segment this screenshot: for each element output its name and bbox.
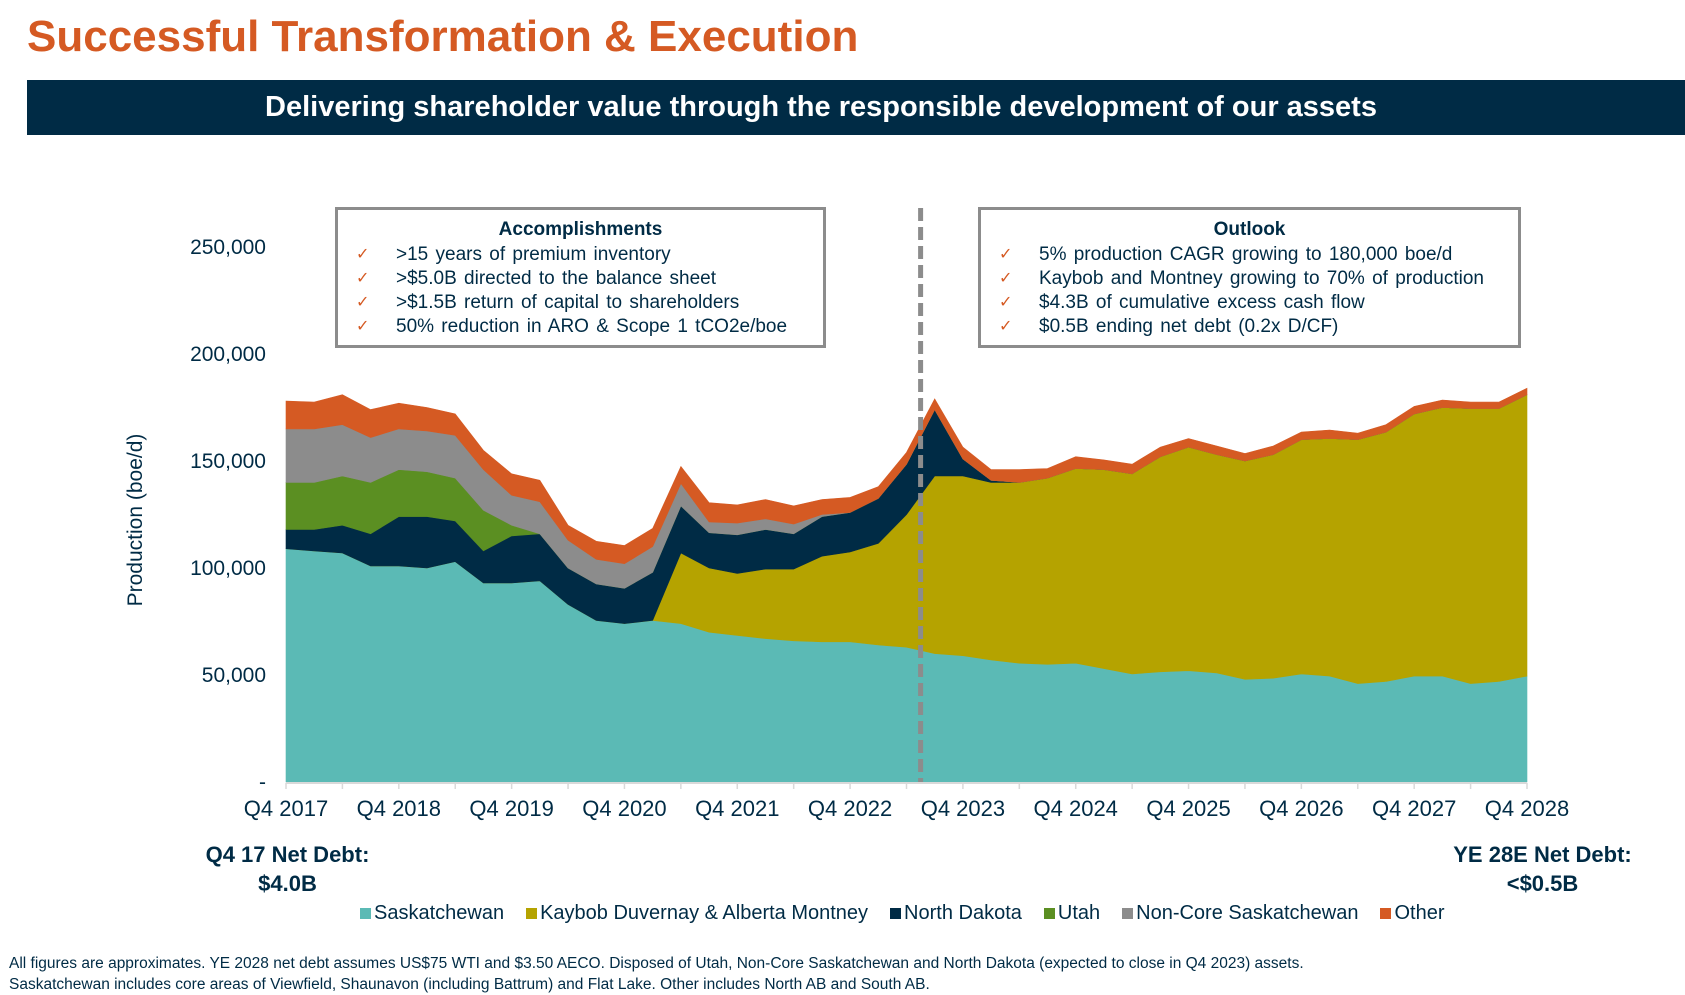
outlook-item: ✓ Kaybob and Montney growing to 70% of pr…: [981, 267, 1518, 291]
check-icon: ✓: [999, 294, 1013, 311]
legend-item: Kaybob Duvernay & Alberta Montney: [526, 902, 868, 925]
legend-label: Other: [1394, 902, 1445, 924]
accomplishments-item-text: >$5.0B directed to the balance sheet: [396, 268, 717, 289]
check-icon: ✓: [356, 318, 370, 335]
legend-swatch: [1043, 908, 1055, 919]
x-tick-label: Q4 2019: [469, 796, 553, 821]
y-tick-label: 250,000: [190, 236, 266, 259]
outlook-item: ✓ $4.3B of cumulative excess cash flow: [981, 291, 1518, 315]
end-net-debt: YE 28E Net Debt: <$0.5B: [1430, 840, 1655, 898]
legend-label: Kaybob Duvernay & Alberta Montney: [540, 902, 869, 924]
legend-item: Utah: [1043, 902, 1101, 925]
outlook-item-text: $0.5B ending net debt (0.2x D/CF): [1039, 316, 1339, 337]
x-tick-label: Q4 2022: [808, 796, 892, 821]
outlook-item: ✓ 5% production CAGR growing to 180,000 b…: [981, 243, 1518, 267]
accomplishments-item: ✓ >15 years of premium inventory: [338, 243, 823, 267]
footnote-line-2: Saskatchewan includes core areas of View…: [9, 976, 930, 993]
check-icon: ✓: [356, 294, 370, 311]
outlook-item-text: $4.3B of cumulative excess cash flow: [1039, 292, 1365, 313]
legend-item: Saskatchewan: [360, 902, 504, 925]
accomplishments-item-text: >15 years of premium inventory: [396, 244, 671, 265]
x-axis: Q4 2017 Q4 2018 Q4 2019 Q4 2020 Q4 2021 Q4 20…: [244, 782, 1569, 821]
accomplishments-item: ✓ >$5.0B directed to the balance sheet: [338, 267, 823, 291]
legend-item: North Dakota: [890, 902, 1022, 925]
x-tick-label: Q4 2025: [1146, 796, 1230, 821]
y-tick-label: 150,000: [190, 450, 266, 473]
y-tick-label: 50,000: [202, 664, 266, 687]
start-net-debt: Q4 17 Net Debt: $4.0B: [190, 840, 385, 898]
accomplishments-item: ✓ 50% reduction in ARO & Scope 1 tCO2e/bo…: [338, 315, 823, 339]
outlook-heading: Outlook: [1213, 219, 1286, 240]
check-icon: ✓: [356, 246, 370, 263]
y-tick-label: 200,000: [190, 343, 266, 366]
accomplishments-item: ✓ >$1.5B return of capital to shareholder…: [338, 291, 823, 315]
x-tick-label: Q4 2020: [582, 796, 666, 821]
x-tick-label: Q4 2017: [244, 796, 328, 821]
check-icon: ✓: [999, 246, 1013, 263]
legend-swatch: [360, 908, 371, 919]
x-tick-label: Q4 2021: [695, 796, 779, 821]
footnote: All figures are approximates. YE 2028 ne…: [9, 953, 1304, 995]
x-tick-label: Q4 2027: [1372, 796, 1456, 821]
accomplishments-heading: Accomplishments: [498, 219, 663, 240]
outlook-item: ✓ $0.5B ending net debt (0.2x D/CF): [981, 315, 1518, 339]
banner-text: Delivering shareholder value through the…: [265, 91, 1377, 123]
x-tick-label: Q4 2028: [1485, 796, 1569, 821]
legend-item: Other: [1380, 902, 1445, 925]
outlook-item-text: Kaybob and Montney growing to 70% of pro…: [1039, 268, 1484, 289]
y-axis: - 50,000 100,000 150,000 200,000 250,000: [190, 236, 266, 794]
outlook-box: Outlook ✓ 5% production CAGR growing to 1…: [978, 207, 1521, 348]
legend-swatch: [526, 908, 538, 919]
x-tick-label: Q4 2026: [1259, 796, 1343, 821]
accomplishments-list: ✓ >15 years of premium inventory ✓ >$5.0B d…: [338, 243, 823, 339]
legend-label: North Dakota: [904, 902, 1022, 924]
x-tick-label: Q4 2023: [921, 796, 1005, 821]
y-tick-label: -: [259, 771, 266, 794]
check-icon: ✓: [999, 318, 1013, 335]
y-tick-label: 100,000: [190, 557, 266, 580]
area-other: [285, 387, 1528, 565]
page-title: Successful Transformation & Execution: [27, 12, 859, 61]
legend-label: Non-Core Saskatchewan: [1136, 902, 1359, 924]
start-net-debt-label: Q4 17 Net Debt:: [205, 842, 370, 867]
legend-swatch: [1122, 908, 1134, 919]
check-icon: ✓: [356, 270, 370, 287]
legend-swatch: [890, 908, 902, 919]
end-net-debt-label: YE 28E Net Debt:: [1453, 842, 1632, 867]
accomplishments-box: Accomplishments ✓ >15 years of premium in…: [335, 207, 826, 348]
y-axis-label: Production (boe/d): [124, 434, 147, 607]
footnote-line-1: All figures are approximates. YE 2028 ne…: [9, 955, 1304, 972]
subtitle-banner: Delivering shareholder value through the…: [27, 80, 1685, 135]
end-net-debt-value: <$0.5B: [1506, 871, 1579, 896]
stacked-areas: [285, 387, 1528, 783]
legend-label: Saskatchewan: [374, 902, 505, 924]
legend-item: Non-Core Saskatchewan: [1122, 902, 1358, 925]
accomplishments-item-text: >$1.5B return of capital to shareholders: [396, 292, 740, 313]
x-tick-label: Q4 2018: [357, 796, 441, 821]
outlook-item-text: 5% production CAGR growing to 180,000 bo…: [1039, 244, 1453, 265]
start-net-debt-value: $4.0B: [258, 871, 317, 896]
outlook-list: ✓ 5% production CAGR growing to 180,000 b…: [981, 243, 1518, 339]
check-icon: ✓: [999, 270, 1013, 287]
accomplishments-item-text: 50% reduction in ARO & Scope 1 tCO2e/boe: [396, 316, 788, 337]
legend-label: Utah: [1057, 902, 1101, 924]
chart-legend: Saskatchewan Kaybob Duvernay & Alberta Mo…: [360, 902, 1467, 925]
legend-swatch: [1380, 908, 1392, 919]
x-tick-label: Q4 2024: [1034, 796, 1118, 821]
